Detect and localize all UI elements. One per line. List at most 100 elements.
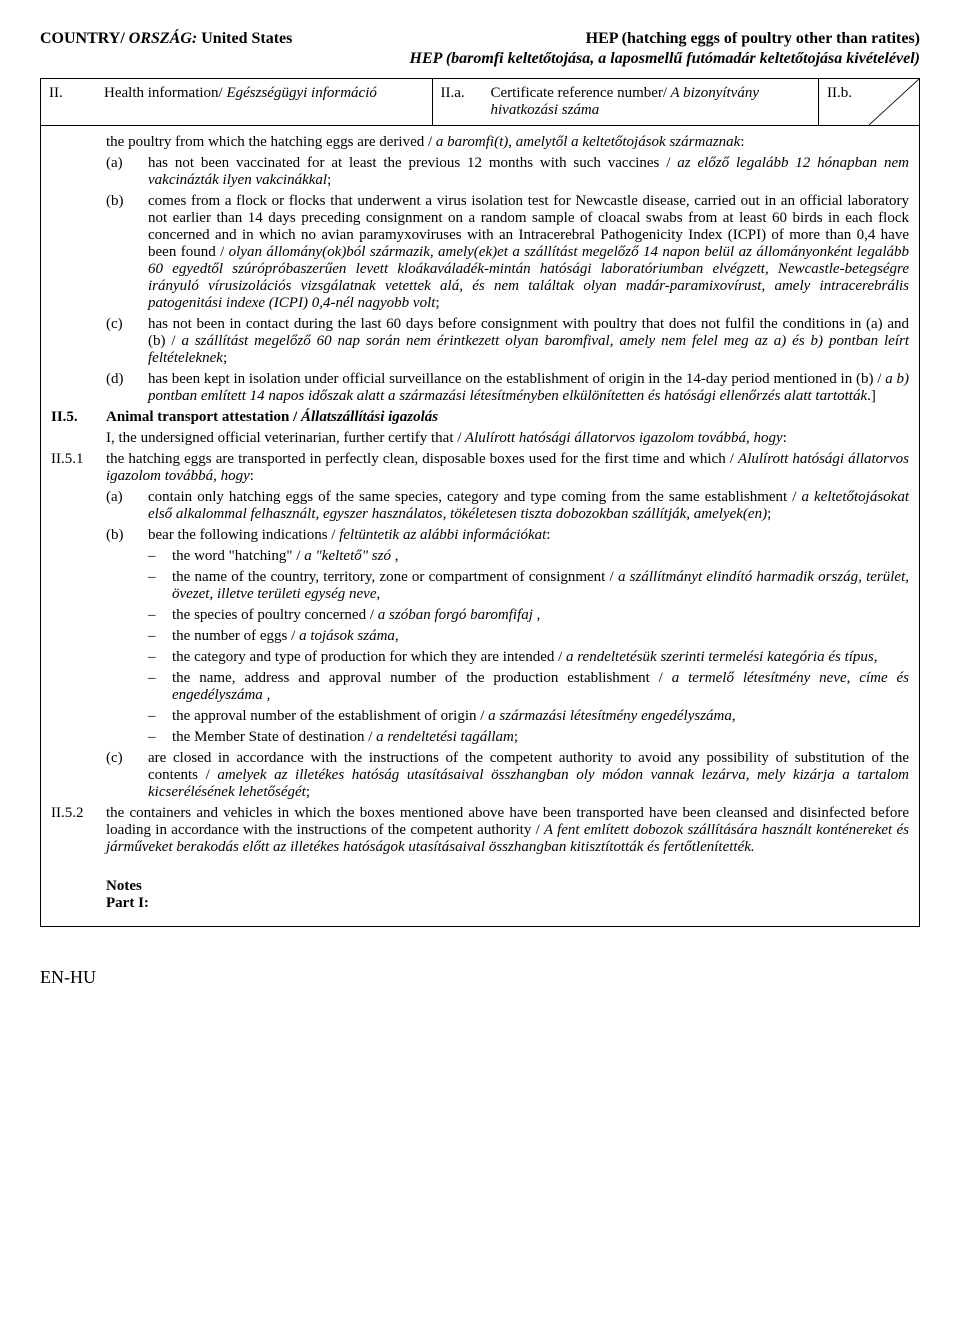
d1-en: the word "hatching" / <box>172 548 300 564</box>
dash-4: –the number of eggs / a tojások száma, <box>148 628 909 645</box>
header-left: COUNTRY/ ORSZÁG: United States <box>40 30 292 48</box>
ii52-num: II.5.2 <box>51 805 106 856</box>
d-end: .] <box>867 388 876 404</box>
d3-en: the species of poultry concerned / <box>172 607 374 623</box>
d5-en: the category and type of production for … <box>172 649 562 665</box>
d5-it: a rendeltetésük szerinti termelési kateg… <box>562 649 873 665</box>
d2-end: , <box>376 586 380 602</box>
item-b: (b) comes from a flock or flocks that un… <box>106 193 909 312</box>
header-country-value: United States <box>197 30 292 47</box>
d3-it: a szóban forgó baromfifaj <box>374 607 533 623</box>
box-content: the poultry from which the hatching eggs… <box>41 126 919 926</box>
box-hdr-health: Health information/ Egészségügyi informá… <box>96 79 433 125</box>
ii5-line-end: : <box>783 430 787 446</box>
d2-en: the name of the country, territory, zone… <box>172 569 614 585</box>
d4-it: a tojások száma <box>295 628 395 644</box>
ii51-letter-b: (b) <box>106 527 148 544</box>
d8-en: the Member State of destination / <box>172 729 372 745</box>
letter-a: (a) <box>106 155 148 189</box>
ii5-num: II.5. <box>51 409 106 426</box>
ii51-c-end: ; <box>306 784 310 800</box>
d8-end: ; <box>514 729 518 745</box>
ii5-line-en: I, the undersigned official veterinarian… <box>106 430 461 446</box>
part1-label: Part I: <box>106 895 909 912</box>
item-a: (a) has not been vaccinated for at least… <box>106 155 909 189</box>
notes-block: Notes Part I: <box>106 878 909 912</box>
item-c: (c) has not been in contact during the l… <box>106 316 909 367</box>
letter-b: (b) <box>106 193 148 312</box>
d1-end: , <box>391 548 399 564</box>
box-hdr-iia: II.a. <box>433 79 483 125</box>
section-ii5: II.5. Animal transport attestation / Áll… <box>51 409 909 426</box>
ii51-en: the hatching eggs are transported in per… <box>106 451 734 467</box>
d5-end: , <box>874 649 878 665</box>
ii51-letter-a: (a) <box>106 489 148 523</box>
dash-8: –the Member State of destination / a ren… <box>148 729 909 746</box>
ii51-end: : <box>250 468 254 484</box>
notes-label: Notes <box>106 878 909 895</box>
a-end: ; <box>327 172 331 188</box>
header-sub-it: HEP (baromfi keltetőtojása, a laposmellű… <box>410 50 920 67</box>
ii51-num: II.5.1 <box>51 451 106 485</box>
item-d: (d) has been kept in isolation under off… <box>106 371 909 405</box>
d1-it: a "keltető" szó <box>300 548 391 564</box>
box-hdr-health-it: Egészségügyi információ <box>223 85 377 101</box>
dash-2: –the name of the country, territory, zon… <box>148 569 909 603</box>
ii5-line: I, the undersigned official veterinarian… <box>51 430 909 447</box>
box-hdr-certref: Certificate reference number/ A bizonyít… <box>483 79 820 125</box>
ii51-b-end: : <box>546 527 550 543</box>
dash-6: –the name, address and approval number o… <box>148 670 909 704</box>
d7-en: the approval number of the establishment… <box>172 708 484 724</box>
ii51-c-it: amelyek az illetékes hatóság utasításaiv… <box>148 767 909 800</box>
box-hdr-health-en: Health information/ <box>104 85 223 101</box>
ii51-a-en: contain only hatching eggs of the same s… <box>148 489 796 505</box>
ii51-b: (b) bear the following indications / fel… <box>106 527 909 544</box>
ii51-letter-c: (c) <box>106 750 148 801</box>
header-country-label-it: ORSZÁG: <box>125 30 197 47</box>
b-it: olyan állomány(ok)ból származik, amely(e… <box>148 244 909 311</box>
d8-it: a rendeltetési tagállam <box>372 729 514 745</box>
d4-end: , <box>395 628 399 644</box>
d3-end: , <box>533 607 541 623</box>
dash-1: –the word "hatching" / a "keltető" szó , <box>148 548 909 565</box>
d4-en: the number of eggs / <box>172 628 295 644</box>
doc-subheader: HEP (baromfi keltetőtojása, a laposmellű… <box>40 50 920 68</box>
doc-header: COUNTRY/ ORSZÁG: United States HEP (hatc… <box>40 30 920 48</box>
intro-row: the poultry from which the hatching eggs… <box>51 134 909 151</box>
box-hdr-slash <box>869 79 919 125</box>
box-hdr-iib: II.b. <box>819 79 869 125</box>
ii5-title-it: Állatszállítási igazolás <box>297 409 438 425</box>
c-it: a szállítást megelőző 60 nap során nem é… <box>148 333 909 366</box>
intro-colon: : <box>740 134 744 150</box>
ii51-a: (a) contain only hatching eggs of the sa… <box>106 489 909 523</box>
ii51-b-en: bear the following indications / <box>148 527 335 543</box>
certificate-box: II. Health information/ Egészségügyi inf… <box>40 78 920 927</box>
letter-d: (d) <box>106 371 148 405</box>
d-en: has been kept in isolation under officia… <box>148 371 881 387</box>
ii51-b-it: feltüntetik az alábbi információkat <box>335 527 546 543</box>
d6-end: , <box>263 687 271 703</box>
dash-7: –the approval number of the establishmen… <box>148 708 909 725</box>
dash-3: –the species of poultry concerned / a sz… <box>148 607 909 624</box>
d6-en: the name, address and approval number of… <box>172 670 663 686</box>
ii51-c: (c) are closed in accordance with the in… <box>106 750 909 801</box>
header-country-label: COUNTRY/ <box>40 30 125 47</box>
intro-en: the poultry from which the hatching eggs… <box>106 134 432 150</box>
section-ii52: II.5.2 the containers and vehicles in wh… <box>51 805 909 856</box>
ii51-a-end: ; <box>767 506 771 522</box>
box-hdr-certref-en: Certificate reference number/ <box>491 85 668 101</box>
box-header-row: II. Health information/ Egészségügyi inf… <box>41 79 919 126</box>
ii5-title-en: Animal transport attestation / <box>106 409 297 425</box>
ii5-line-it: Alulírott hatósági állatorvos igazolom t… <box>461 430 782 446</box>
header-right: HEP (hatching eggs of poultry other than… <box>586 30 920 48</box>
d7-end: , <box>732 708 736 724</box>
letter-c: (c) <box>106 316 148 367</box>
dash-5: –the category and type of production for… <box>148 649 909 666</box>
intro-it: a baromfi(t), amelytől a keltetőtojások … <box>432 134 740 150</box>
section-ii51: II.5.1 the hatching eggs are transported… <box>51 451 909 485</box>
b-end: ; <box>435 295 439 311</box>
c-end: ; <box>223 350 227 366</box>
box-hdr-ii: II. <box>41 79 96 125</box>
d7-it: a származási létesítmény engedélyszáma <box>484 708 731 724</box>
a-en: has not been vaccinated for at least the… <box>148 155 670 171</box>
